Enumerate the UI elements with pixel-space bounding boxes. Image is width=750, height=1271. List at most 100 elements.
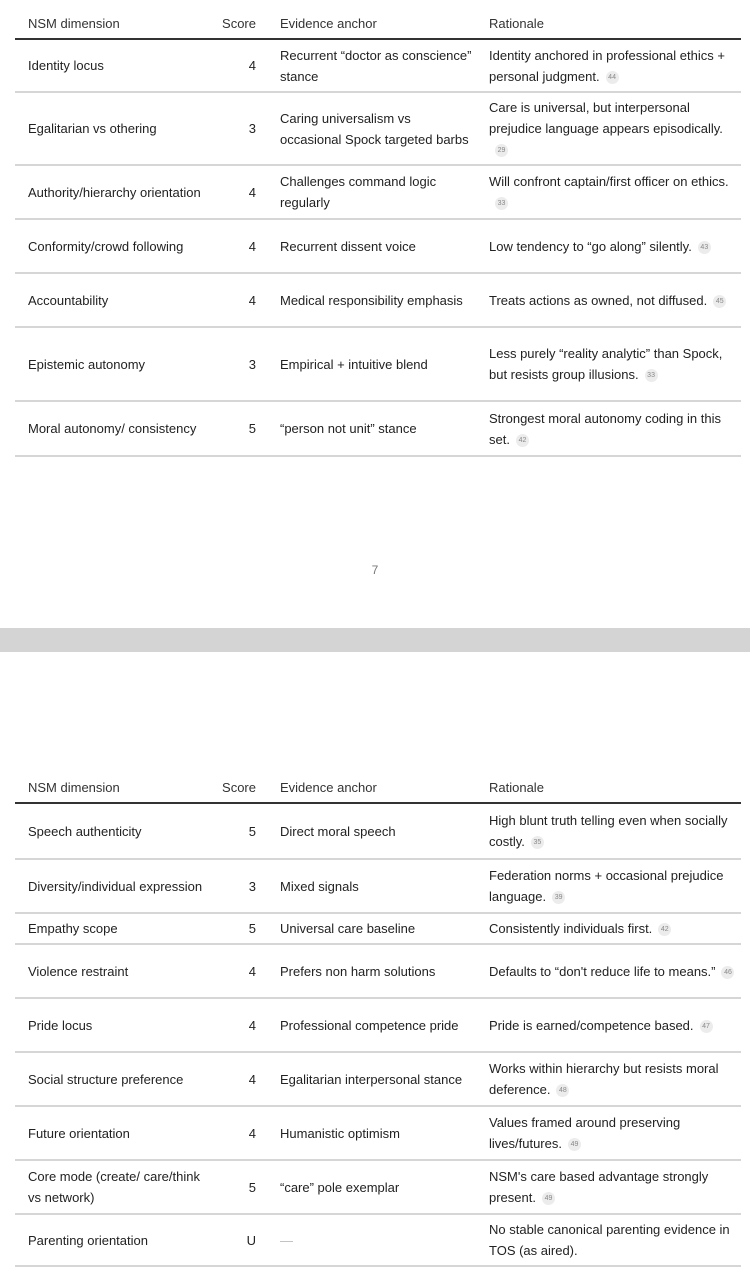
table-body: Speech authenticity 5 Direct moral speech H… [15, 803, 741, 1267]
header-dimension: NSM dimension [15, 8, 213, 40]
rationale-cell: Values framed around preserving lives/fu… [489, 1115, 681, 1151]
rationale-cell: Identity anchored in professional ethics… [489, 47, 725, 84]
citation-badge[interactable]: 43 [697, 240, 711, 254]
rationale-cell: Strongest moral autonomy coding in this … [489, 410, 721, 447]
rationale-cell: Will confront captain/first officer on e… [489, 174, 729, 189]
table-row: Accountability 4 Medical responsibility em… [15, 273, 741, 328]
table-row: Pride locus 4 Professional competence prid… [15, 998, 741, 1053]
table-row: Social structure preference 4 Egalitarian … [15, 1052, 741, 1107]
rationale-cell: Federation norms + occasional prejudice … [489, 868, 724, 904]
dimension-cell: Accountability [28, 292, 109, 308]
table-row: Violence restraint 4 Prefers non harm solu… [15, 944, 741, 999]
header-evidence: Evidence anchor [266, 772, 475, 804]
citation-badge[interactable]: 35 [530, 836, 544, 850]
evidence-cell: Universal care baseline [280, 921, 416, 936]
score-cell: 5 [248, 921, 256, 936]
score-cell: 5 [248, 823, 256, 839]
score-cell: 4 [248, 963, 256, 979]
score-cell: 4 [248, 184, 256, 200]
citation-badge[interactable]: 42 [515, 433, 529, 447]
dimension-cell: Core mode (create/ care/think vs network… [28, 1169, 200, 1205]
header-score: Score [213, 772, 266, 804]
rationale-cell: Consistently individuals first. [489, 921, 653, 936]
evidence-cell: Challenges command logic regularly [280, 174, 437, 210]
evidence-cell: — [280, 1232, 293, 1248]
evidence-cell: Direct moral speech [280, 823, 396, 839]
rationale-cell: Defaults to “don't reduce life to means.… [489, 963, 716, 979]
score-cell: 4 [248, 58, 256, 73]
table-row: Parenting orientation U — No stable canonic… [15, 1214, 741, 1267]
evidence-cell: Prefers non harm solutions [280, 963, 436, 979]
dimension-cell: Speech authenticity [28, 823, 142, 839]
citation-badge[interactable]: 49 [567, 1138, 581, 1152]
nsm-table-1: NSM dimension Score Evidence anchor Rati… [15, 8, 741, 457]
score-cell: 4 [248, 292, 256, 308]
header-dimension: NSM dimension [15, 772, 213, 804]
dimension-cell: Parenting orientation [28, 1232, 148, 1248]
evidence-cell: Caring universalism vs occasional Spock … [280, 110, 469, 147]
rationale-cell: Works within hierarchy but resists moral… [489, 1061, 719, 1097]
table-row: Epistemic autonomy 3 Empirical + intuitive… [15, 327, 741, 402]
citation-badge[interactable]: 45 [713, 294, 727, 308]
table-row: Future orientation 4 Humanistic optimism Va… [15, 1106, 741, 1161]
rationale-cell: Pride is earned/competence based. [489, 1017, 694, 1033]
dimension-cell: Identity locus [28, 58, 104, 73]
dimension-cell: Pride locus [28, 1017, 93, 1033]
score-cell: 4 [248, 1125, 256, 1141]
evidence-cell: Egalitarian interpersonal stance [280, 1071, 463, 1087]
evidence-cell: Recurrent “doctor as conscience” stance [280, 47, 472, 84]
evidence-cell: Mixed signals [280, 878, 359, 894]
citation-badge[interactable]: 44 [605, 70, 619, 84]
rationale-cell: Less purely “reality analytic” than Spoc… [489, 346, 723, 382]
header-rationale: Rationale [475, 8, 741, 40]
table-row: Core mode (create/ care/think vs network… [15, 1160, 741, 1215]
header-score: Score [213, 8, 266, 40]
table-row: Diversity/individual expression 3 Mixed si… [15, 859, 741, 914]
dimension-cell: Violence restraint [28, 963, 129, 979]
rationale-cell: Low tendency to “go along” silently. [489, 238, 692, 254]
evidence-cell: Humanistic optimism [280, 1125, 400, 1141]
header-rationale: Rationale [475, 772, 741, 804]
citation-badge[interactable]: 42 [658, 923, 672, 937]
dimension-cell: Moral autonomy/ consistency [28, 421, 197, 436]
rationale-cell: NSM's care based advantage strongly pres… [489, 1169, 709, 1205]
citation-badge[interactable]: 29 [495, 144, 508, 158]
score-cell: 4 [248, 238, 256, 254]
evidence-cell: Empirical + intuitive blend [280, 356, 428, 372]
table-row: Conformity/crowd following 4 Recurrent dis… [15, 219, 741, 274]
dimension-cell: Empathy scope [28, 921, 118, 936]
citation-badge[interactable]: 33 [644, 369, 658, 383]
score-cell: 5 [248, 1179, 256, 1195]
citation-badge[interactable]: 46 [721, 965, 735, 979]
citation-badge[interactable]: 48 [556, 1084, 570, 1098]
table-header-row: NSM dimension Score Evidence anchor Rati… [15, 772, 741, 804]
evidence-cell: “care” pole exemplar [280, 1179, 400, 1195]
table-body: Identity locus 4 Recurrent “doctor as cons… [15, 39, 741, 457]
nsm-table-2: NSM dimension Score Evidence anchor Rati… [15, 772, 741, 1267]
citation-badge[interactable]: 47 [699, 1019, 713, 1033]
rationale-cell: No stable canonical parenting evidence i… [489, 1222, 730, 1258]
table-header-row: NSM dimension Score Evidence anchor Rati… [15, 8, 741, 40]
page-number: 7 [371, 563, 379, 577]
table-row: Speech authenticity 5 Direct moral speech H… [15, 803, 741, 860]
table-row: Egalitarian vs othering 3 Caring universal… [15, 92, 741, 166]
page-separator [0, 628, 750, 652]
score-cell: 3 [248, 878, 256, 894]
evidence-cell: Professional competence pride [280, 1017, 459, 1033]
dimension-cell: Social structure preference [28, 1071, 184, 1087]
evidence-cell: “person not unit” stance [280, 421, 417, 436]
dimension-cell: Authority/hierarchy orientation [28, 184, 201, 200]
dimension-cell: Conformity/crowd following [28, 238, 184, 254]
document-page-7: NSM dimension Score Evidence anchor Rati… [0, 0, 750, 628]
rationale-cell: Treats actions as owned, not diffused. [489, 292, 708, 308]
dimension-cell: Epistemic autonomy [28, 356, 146, 372]
table-row: Authority/hierarchy orientation 4 Challeng… [15, 165, 741, 220]
citation-badge[interactable]: 49 [541, 1192, 555, 1206]
score-cell: 5 [248, 421, 256, 436]
evidence-cell: Medical responsibility emphasis [280, 292, 463, 308]
table-row: Moral autonomy/ consistency 5 “person not … [15, 401, 741, 457]
rationale-cell: Care is universal, but interpersonal pre… [489, 100, 723, 136]
citation-badge[interactable]: 33 [495, 197, 508, 211]
citation-badge[interactable]: 39 [552, 891, 566, 905]
score-cell: 4 [248, 1017, 256, 1033]
